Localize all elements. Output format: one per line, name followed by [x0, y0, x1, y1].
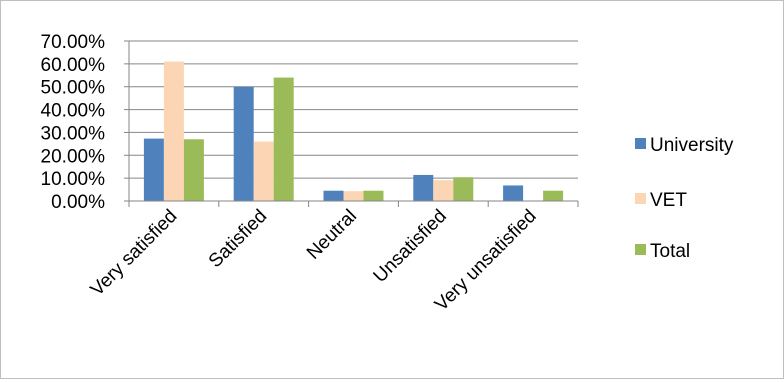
- legend-swatch: [635, 244, 646, 255]
- y-tick-label: 60.00%: [41, 55, 106, 76]
- legend-swatch: [635, 138, 646, 149]
- y-tick-label: 50.00%: [41, 78, 106, 99]
- bar: [163, 61, 184, 202]
- bar: [183, 139, 204, 201]
- y-axis-ticks: 0.00%10.00%20.00%30.00%40.00%50.00%60.00…: [41, 32, 106, 213]
- y-tick-label: 0.00%: [51, 192, 105, 213]
- bar: [253, 141, 274, 201]
- bar: [503, 185, 524, 201]
- bar: [453, 177, 474, 201]
- bar: [363, 190, 384, 201]
- x-tick-label: Very satisfied: [87, 206, 182, 301]
- y-tick-label: 10.00%: [41, 169, 106, 190]
- y-tick-label: 30.00%: [41, 123, 106, 144]
- bar: [233, 86, 254, 201]
- bar: [543, 190, 564, 201]
- bar: [143, 138, 164, 201]
- x-tick-label: Satisfied: [205, 206, 271, 272]
- bar: [413, 174, 434, 201]
- legend-label: Total: [650, 241, 690, 262]
- axes: [128, 41, 579, 207]
- x-tick-label: Unsatisfied: [370, 206, 451, 287]
- legend: University VET Total: [635, 135, 734, 262]
- bars: [143, 61, 564, 202]
- y-tick-label: 40.00%: [41, 101, 106, 122]
- y-tick-label: 20.00%: [41, 146, 106, 167]
- bar: [433, 180, 454, 201]
- bar: [273, 77, 294, 201]
- bar: [343, 191, 364, 201]
- legend-label: University: [650, 135, 734, 156]
- x-tick-label: Neutral: [303, 206, 361, 264]
- bar: [323, 190, 344, 201]
- legend-label: VET: [650, 190, 687, 211]
- x-axis-ticks: Very satisfied Satisfied Neutral Unsatisfie…: [87, 206, 541, 316]
- legend-swatch: [635, 193, 646, 204]
- y-tick-label: 70.00%: [41, 32, 106, 53]
